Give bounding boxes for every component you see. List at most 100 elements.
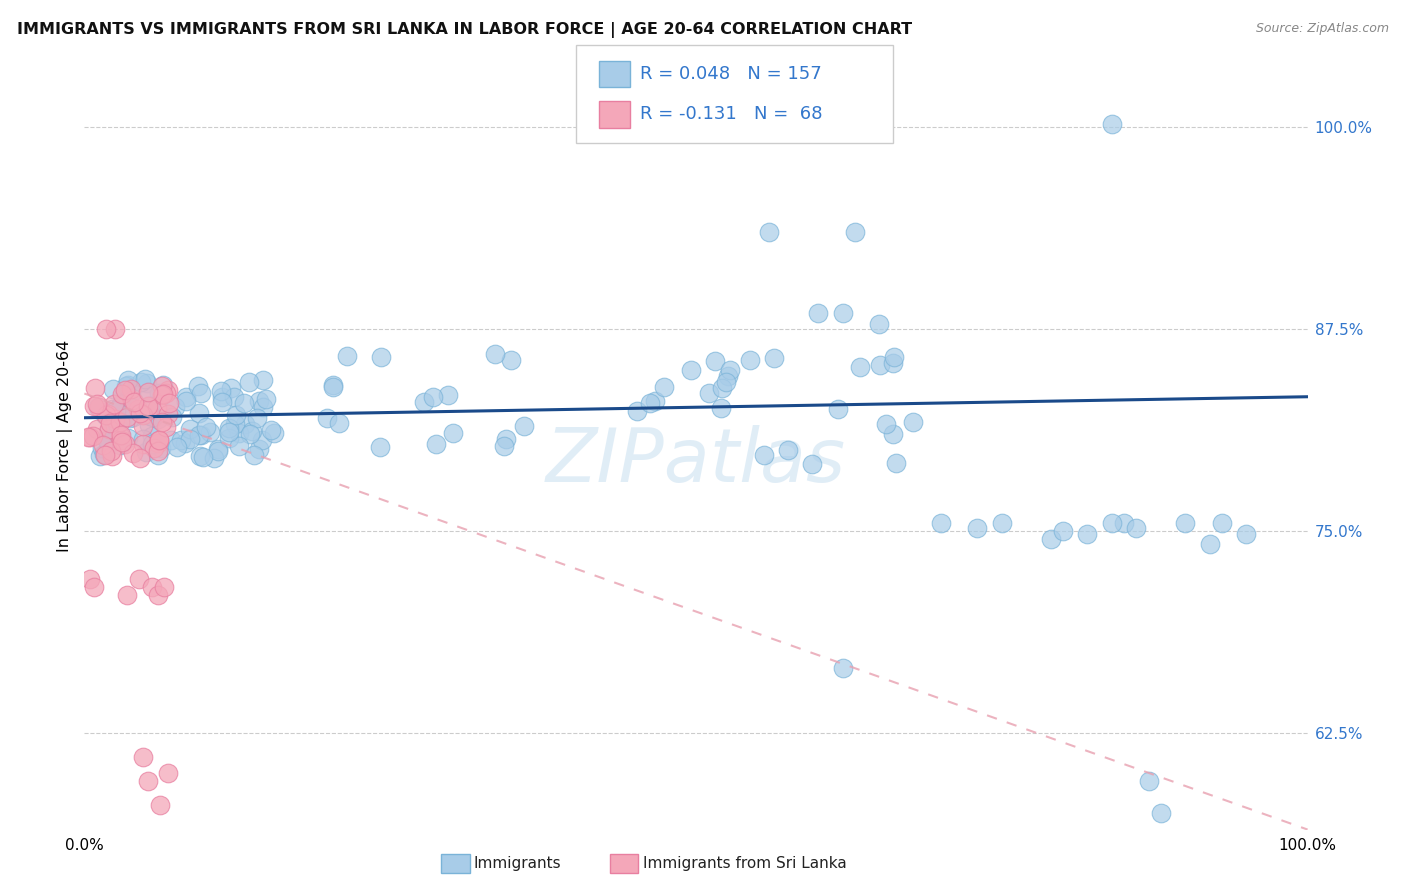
Point <box>152 387 174 401</box>
Point <box>844 225 866 239</box>
Point <box>96 322 118 336</box>
Point <box>322 377 344 392</box>
Point <box>758 225 780 239</box>
Point <box>436 388 458 402</box>
Point <box>149 798 172 813</box>
Point <box>136 385 159 400</box>
Point <box>246 411 269 425</box>
Point <box>188 406 211 420</box>
Point <box>513 418 536 433</box>
Point <box>173 436 195 450</box>
Point <box>139 409 162 424</box>
Point <box>129 375 152 389</box>
Point <box>966 520 988 534</box>
Point <box>157 407 180 421</box>
Point <box>132 408 155 422</box>
Point <box>202 450 225 465</box>
Point <box>146 588 169 602</box>
Point <box>138 385 160 400</box>
Text: Immigrants from Sri Lanka: Immigrants from Sri Lanka <box>643 856 846 871</box>
Point <box>120 400 142 414</box>
Point <box>79 430 101 444</box>
Point <box>697 386 720 401</box>
Point <box>233 417 256 431</box>
Point <box>1198 537 1220 551</box>
Point <box>146 411 169 425</box>
Point <box>104 322 127 336</box>
Point <box>86 422 108 436</box>
Point <box>148 436 170 450</box>
Point <box>869 359 891 373</box>
Point <box>96 409 118 423</box>
Point <box>190 427 212 442</box>
Point <box>495 432 517 446</box>
Point <box>132 432 155 446</box>
Point <box>103 397 125 411</box>
Point <box>368 440 391 454</box>
Point <box>704 354 727 368</box>
Point <box>110 397 132 411</box>
Point <box>127 402 149 417</box>
Point <box>247 393 270 408</box>
Point <box>98 432 121 446</box>
Point <box>901 415 924 429</box>
Point <box>247 442 270 457</box>
Point <box>91 442 114 456</box>
Point <box>1076 527 1098 541</box>
Point <box>254 392 277 407</box>
Point <box>179 432 201 446</box>
Point <box>160 409 183 424</box>
Point <box>218 431 240 445</box>
Point <box>104 412 127 426</box>
Point <box>139 399 162 413</box>
Point <box>100 443 122 458</box>
Point <box>152 377 174 392</box>
Point <box>875 417 897 432</box>
Point <box>807 306 830 320</box>
Text: Immigrants: Immigrants <box>474 856 561 871</box>
Point <box>174 394 197 409</box>
Text: R = -0.131   N =  68: R = -0.131 N = 68 <box>640 105 823 123</box>
Point <box>754 448 776 462</box>
Point <box>97 422 120 436</box>
Point <box>336 349 359 363</box>
Point <box>117 377 139 392</box>
Point <box>153 580 176 594</box>
Point <box>716 376 738 390</box>
Point <box>644 394 666 409</box>
Point <box>494 439 516 453</box>
Point <box>441 425 464 440</box>
Text: IMMIGRANTS VS IMMIGRANTS FROM SRI LANKA IN LABOR FORCE | AGE 20-64 CORRELATION C: IMMIGRANTS VS IMMIGRANTS FROM SRI LANKA … <box>17 22 912 38</box>
Point <box>110 429 132 443</box>
Point <box>155 419 177 434</box>
Point <box>121 446 143 460</box>
Point <box>122 410 145 425</box>
Point <box>240 424 263 438</box>
Point <box>239 426 262 441</box>
Point <box>260 423 283 437</box>
Point <box>83 399 105 413</box>
Point <box>224 417 246 431</box>
Point <box>1211 516 1233 530</box>
Point <box>86 400 108 414</box>
Point <box>228 439 250 453</box>
Point <box>135 376 157 390</box>
Point <box>146 401 169 415</box>
Point <box>136 774 159 789</box>
Point <box>141 428 163 442</box>
Point <box>149 442 172 456</box>
Point <box>87 400 110 414</box>
Point <box>717 369 740 384</box>
Point <box>141 580 163 594</box>
Text: R = 0.048   N = 157: R = 0.048 N = 157 <box>640 65 821 83</box>
Point <box>152 388 174 402</box>
Point <box>122 394 145 409</box>
Point <box>250 433 273 447</box>
Point <box>86 397 108 411</box>
Point <box>1052 524 1074 538</box>
Point <box>233 396 256 410</box>
Point <box>198 425 221 439</box>
Point <box>1101 516 1123 530</box>
Point <box>1114 516 1136 530</box>
Point <box>238 376 260 390</box>
